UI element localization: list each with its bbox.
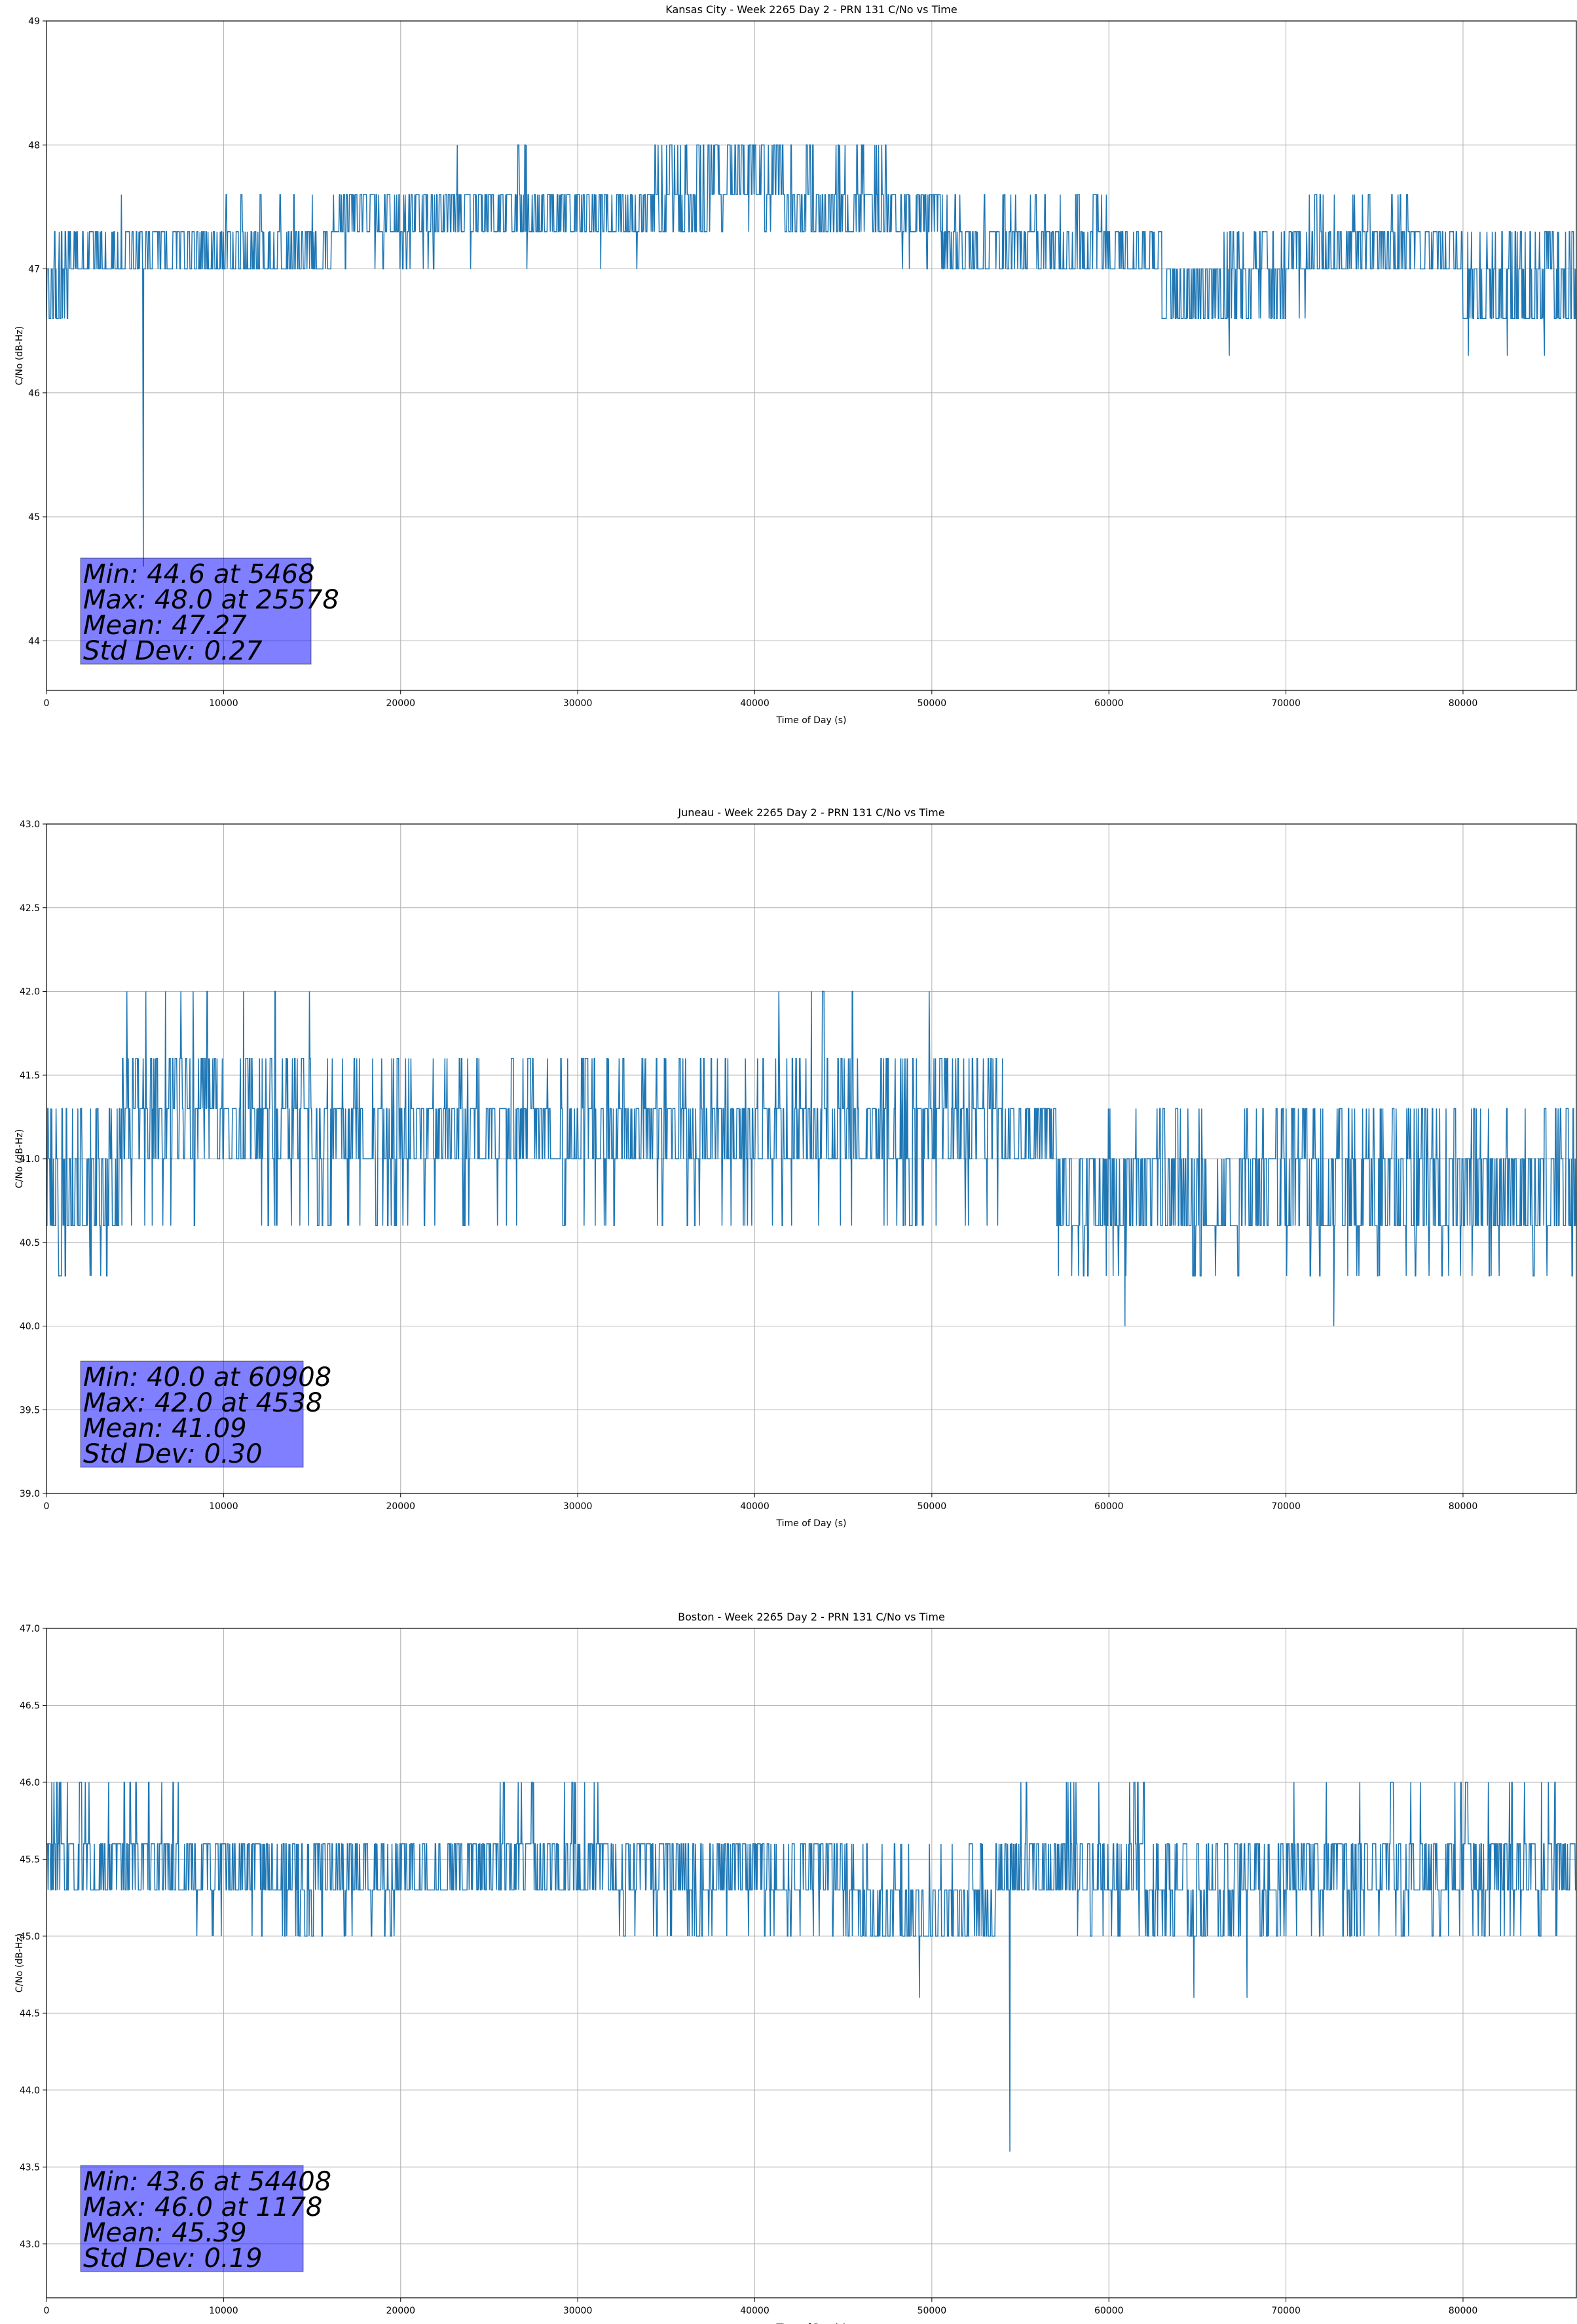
y-axis-label: C/No (dB-Hz) xyxy=(14,326,25,385)
x-tick-label: 60000 xyxy=(1094,1501,1124,1512)
x-tick-label: 0 xyxy=(44,698,50,709)
y-axis-label: C/No (dB-Hz) xyxy=(14,1934,25,1993)
y-tick-label: 47 xyxy=(28,265,40,275)
x-tick-label: 70000 xyxy=(1271,1501,1301,1512)
x-tick-label: 80000 xyxy=(1449,698,1478,709)
series-line-1 xyxy=(46,144,1576,567)
stats-line: Std Dev: 0.30 xyxy=(83,1439,263,1469)
y-tick-label: 43.0 xyxy=(20,2240,40,2250)
series-group xyxy=(46,1782,1576,2152)
series-group xyxy=(46,990,1576,1326)
y-tick-label: 40.5 xyxy=(20,1238,40,1248)
stats-line: Max: 46.0 at 1178 xyxy=(83,2192,322,2222)
y-tick-label: 47.0 xyxy=(20,1624,40,1634)
chart-panel-1: Kansas City - Week 2265 Day 2 - PRN 131 … xyxy=(14,3,1577,726)
x-tick-label: 40000 xyxy=(740,1501,770,1512)
stats-box xyxy=(80,557,312,665)
x-tick-label: 10000 xyxy=(209,2306,238,2316)
x-axis-label: Time of Day (s) xyxy=(776,1518,847,1529)
y-tick-label: 39.5 xyxy=(20,1405,40,1415)
stats-line: Mean: 41.09 xyxy=(83,1414,247,1444)
series-line-1 xyxy=(46,990,1576,1326)
x-axis-label: Time of Day (s) xyxy=(776,2323,847,2324)
y-tick-label: 44.5 xyxy=(20,2008,40,2019)
x-tick-label: 30000 xyxy=(563,698,593,709)
y-tick-label: 48 xyxy=(28,140,40,151)
stats-line: Max: 48.0 at 25578 xyxy=(83,585,339,615)
series-group xyxy=(46,144,1576,567)
stats-line: Mean: 47.27 xyxy=(83,610,247,641)
y-tick-label: 44 xyxy=(28,636,40,647)
x-tick-label: 0 xyxy=(44,2306,50,2316)
y-tick-label: 42.0 xyxy=(20,987,40,998)
y-tick-label: 49 xyxy=(28,16,40,27)
stats-line: Min: 40.0 at 60908 xyxy=(83,1362,331,1393)
x-tick-label: 30000 xyxy=(563,2306,593,2316)
axes-frame xyxy=(46,1628,1577,2298)
chart-panel-3: Boston - Week 2265 Day 2 - PRN 131 C/No … xyxy=(14,1611,1577,2324)
y-tick-label: 45.5 xyxy=(20,1854,40,1865)
y-tick-label: 46.0 xyxy=(20,1778,40,1788)
stats-line: Min: 43.6 at 54408 xyxy=(83,2167,331,2197)
x-tick-label: 20000 xyxy=(386,2306,415,2316)
series-line-1 xyxy=(46,1782,1576,2152)
chart-title: Juneau - Week 2265 Day 2 - PRN 131 C/No … xyxy=(677,806,944,819)
stats-box xyxy=(80,1360,304,1468)
x-tick-label: 60000 xyxy=(1094,2306,1124,2316)
x-tick-label: 10000 xyxy=(209,1501,238,1512)
y-tick-label: 46 xyxy=(28,388,40,399)
x-tick-label: 10000 xyxy=(209,698,238,709)
x-tick-label: 80000 xyxy=(1449,1501,1478,1512)
y-tick-label: 40.0 xyxy=(20,1322,40,1332)
chart-panel-2: Juneau - Week 2265 Day 2 - PRN 131 C/No … xyxy=(14,806,1577,1529)
y-tick-label: 39.0 xyxy=(20,1489,40,1499)
y-tick-label: 43.0 xyxy=(20,819,40,830)
stats-line: Mean: 45.39 xyxy=(83,2218,247,2248)
x-tick-label: 70000 xyxy=(1271,698,1301,709)
axes-frame xyxy=(46,20,1577,691)
x-tick-label: 30000 xyxy=(563,1501,593,1512)
x-tick-label: 40000 xyxy=(740,698,770,709)
y-tick-label: 42.5 xyxy=(20,903,40,914)
stats-line: Std Dev: 0.19 xyxy=(83,2243,263,2274)
y-tick-label: 45 xyxy=(28,512,40,523)
x-tick-label: 40000 xyxy=(740,2306,770,2316)
x-tick-label: 50000 xyxy=(918,1501,947,1512)
x-tick-label: 70000 xyxy=(1271,2306,1301,2316)
x-axis-label: Time of Day (s) xyxy=(776,715,847,726)
y-tick-label: 45.0 xyxy=(20,1932,40,1942)
stats-line: Std Dev: 0.27 xyxy=(83,636,263,666)
x-tick-label: 0 xyxy=(44,1501,50,1512)
y-tick-label: 41.0 xyxy=(20,1154,40,1165)
x-tick-label: 60000 xyxy=(1094,698,1124,709)
x-tick-label: 20000 xyxy=(386,698,415,709)
x-tick-label: 50000 xyxy=(918,2306,947,2316)
y-axis-label: C/No (dB-Hz) xyxy=(14,1129,25,1188)
y-tick-label: 43.5 xyxy=(20,2162,40,2173)
y-tick-label: 41.5 xyxy=(20,1070,40,1081)
y-tick-label: 46.5 xyxy=(20,1700,40,1711)
stats-line: Max: 42.0 at 4538 xyxy=(83,1388,322,1418)
stats-box xyxy=(80,2165,304,2272)
chart-title: Kansas City - Week 2265 Day 2 - PRN 131 … xyxy=(665,3,957,16)
x-tick-label: 20000 xyxy=(386,1501,415,1512)
stats-line: Min: 44.6 at 5468 xyxy=(83,559,315,590)
x-tick-label: 80000 xyxy=(1449,2306,1478,2316)
chart-title: Boston - Week 2265 Day 2 - PRN 131 C/No … xyxy=(678,1611,945,1623)
y-tick-label: 44.0 xyxy=(20,2086,40,2096)
x-tick-label: 50000 xyxy=(918,698,947,709)
